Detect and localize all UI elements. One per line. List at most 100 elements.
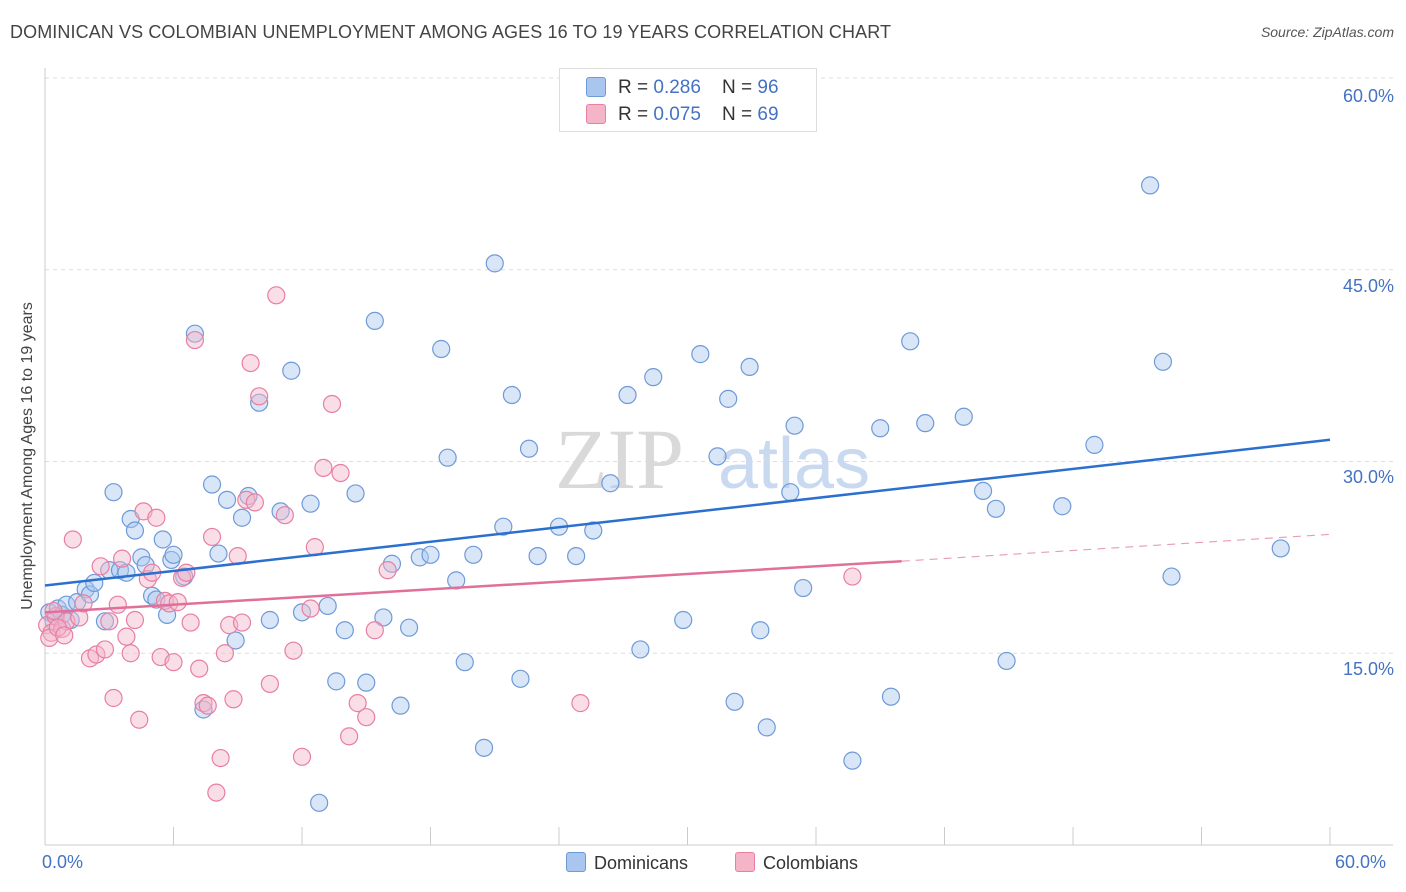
y-tick-60: 60.0% [1342,86,1394,106]
dominican-point [374,608,393,627]
blue-swatch [586,77,606,97]
dominican-point [644,368,663,387]
dominican-point [843,751,862,770]
colombian-point [232,613,252,632]
dominican-point [916,414,935,433]
x-tick-max: 60.0% [1335,852,1387,872]
dominican-point [631,640,650,659]
colombian-point [260,674,279,694]
dominican-point [292,603,312,622]
dominican-point [871,419,890,438]
colombian-point [121,644,140,663]
dominican-point [391,696,410,715]
colombian-point [843,567,862,586]
dominican-point [282,361,301,380]
colombian-trend-line [44,559,902,614]
dominican-point [674,610,693,630]
colombian-point [181,613,200,632]
grid-lines [45,77,1393,654]
colombian-point [241,353,260,373]
colombian-point [267,286,286,305]
colombian-point [224,690,243,709]
colombian-trend-extension [901,533,1331,562]
y-tick-15: 15.0% [1342,659,1394,679]
trend-lines [44,438,1331,614]
dominican-point [226,631,245,650]
dominican-point [153,530,172,549]
colombian-point [185,330,205,350]
dominican-point [567,546,586,566]
colombian-point [147,508,166,527]
dominican-point [432,339,451,359]
pink-swatch [586,104,606,124]
dominican-point [327,672,346,691]
legend-item-dominicans[interactable]: Dominicans [566,852,688,874]
colombian-point [284,641,303,660]
dominican-point [310,793,329,812]
colombian-point [74,594,93,613]
dominican-point [125,521,145,540]
y-tick-30: 30.0% [1342,467,1394,487]
colombian-point [198,696,217,715]
dominican-point [986,499,1006,518]
legend-swatch-pink [735,852,755,872]
colombian-point [357,708,376,727]
watermark-atlas: atlas [718,424,870,504]
data-points [38,176,1290,812]
n-value-dominicans: 96 [757,77,779,98]
dominican-point [335,621,354,640]
dominican-point [346,484,365,503]
dominican-point [601,474,620,493]
axes [44,68,1393,846]
legend-swatch-blue [566,852,586,872]
dominican-point [85,573,104,593]
n-label: N = [722,104,758,125]
colombian-point [301,599,320,618]
colombian-point [322,394,342,414]
colombian-point [275,506,294,525]
dominican-point [260,610,279,630]
dominican-point [519,439,539,458]
colombian-point [104,688,123,708]
dominican-point [217,490,237,509]
dominican-point [691,345,710,364]
dominican-point [794,578,813,598]
colombian-point [125,610,145,630]
dominican-point [757,718,776,737]
colombian-point [63,530,82,549]
dominican-point [719,389,738,408]
dominican-point [1153,352,1173,371]
dominican-point [455,653,474,672]
colombian-point [164,653,183,672]
dominican-point [494,517,513,536]
colombian-point [365,621,384,640]
stats-legend: R = 0.286 N = 96 R = 0.075 N = 69 [559,68,817,132]
dominican-point [618,385,637,405]
colombian-point [348,694,367,713]
dominican-point [785,416,804,435]
n-label: N = [722,77,758,98]
legend-item-colombians[interactable]: Colombians [735,852,858,874]
dominican-point [202,475,222,494]
colombian-point [91,557,110,576]
dominican-point [485,254,504,273]
colombian-point [202,527,222,547]
dominican-point [584,521,603,540]
colombian-point [55,626,74,645]
r-value-colombians: 0.075 [653,104,701,125]
dominican-point [725,692,744,711]
dominican-point [1140,176,1160,195]
dominican-point [881,687,901,706]
colombian-point [340,727,359,746]
dominican-point [438,448,457,467]
colombian-point [112,549,132,568]
dominican-point [464,545,483,564]
colombian-point [314,458,333,477]
legend-label-dominicans: Dominicans [594,853,689,873]
r-label: R = [618,77,654,98]
dominican-point [973,481,993,501]
n-value-colombians: 69 [757,104,779,125]
colombian-point [211,748,230,768]
dominican-point [365,311,384,330]
dominican-trend-line [44,438,1331,587]
